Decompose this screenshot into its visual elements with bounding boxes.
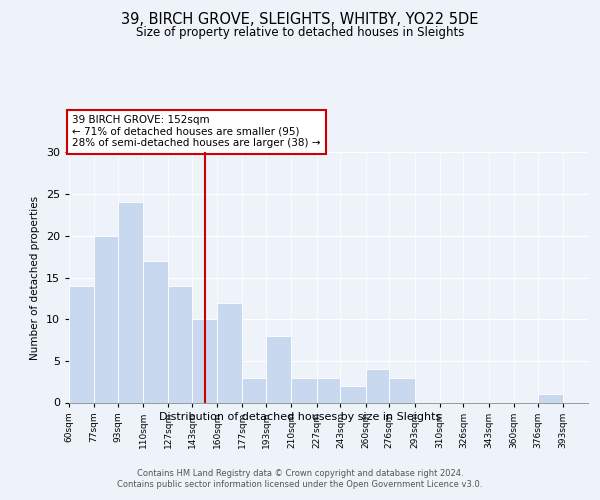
Bar bbox=[365, 369, 389, 402]
Y-axis label: Number of detached properties: Number of detached properties bbox=[30, 196, 40, 360]
Bar bbox=[340, 386, 365, 402]
Bar bbox=[266, 336, 292, 402]
Text: Size of property relative to detached houses in Sleights: Size of property relative to detached ho… bbox=[136, 26, 464, 39]
Text: Contains public sector information licensed under the Open Government Licence v3: Contains public sector information licen… bbox=[118, 480, 482, 489]
Bar bbox=[217, 302, 242, 402]
Bar bbox=[69, 286, 94, 403]
Bar bbox=[169, 286, 192, 403]
Bar bbox=[192, 319, 217, 402]
Bar bbox=[538, 394, 563, 402]
Text: Distribution of detached houses by size in Sleights: Distribution of detached houses by size … bbox=[159, 412, 441, 422]
Bar bbox=[242, 378, 266, 402]
Text: 39, BIRCH GROVE, SLEIGHTS, WHITBY, YO22 5DE: 39, BIRCH GROVE, SLEIGHTS, WHITBY, YO22 … bbox=[121, 12, 479, 28]
Bar bbox=[292, 378, 317, 402]
Bar bbox=[118, 202, 143, 402]
Bar bbox=[143, 261, 169, 402]
Text: Contains HM Land Registry data © Crown copyright and database right 2024.: Contains HM Land Registry data © Crown c… bbox=[137, 469, 463, 478]
Text: 39 BIRCH GROVE: 152sqm
← 71% of detached houses are smaller (95)
28% of semi-det: 39 BIRCH GROVE: 152sqm ← 71% of detached… bbox=[72, 115, 320, 148]
Bar bbox=[389, 378, 415, 402]
Bar bbox=[317, 378, 340, 402]
Bar bbox=[94, 236, 118, 402]
